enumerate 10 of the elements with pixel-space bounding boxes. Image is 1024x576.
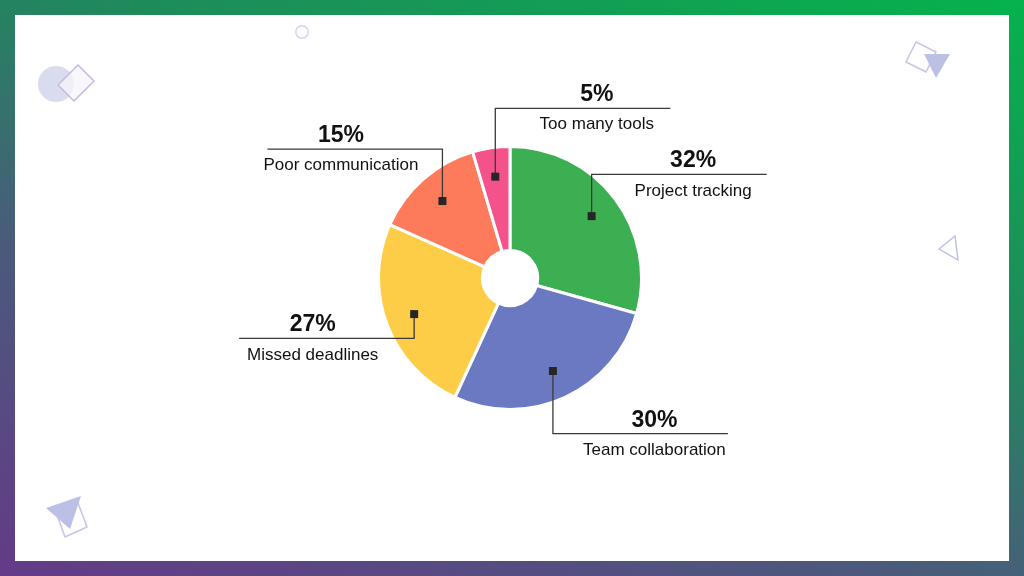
slice-label: Too many tools xyxy=(539,114,654,134)
slice-label: Project tracking xyxy=(634,180,752,200)
data-label: 27% xyxy=(289,310,336,337)
data-label: 32% xyxy=(670,146,717,173)
data-label: 15% xyxy=(317,121,364,148)
slice-label: Missed deadlines xyxy=(246,344,379,364)
slice-label: Team collaboration xyxy=(583,439,726,459)
data-label: 30% xyxy=(631,405,678,432)
slice-label: Poor communication xyxy=(263,155,419,175)
data-label: 5% xyxy=(580,80,614,107)
